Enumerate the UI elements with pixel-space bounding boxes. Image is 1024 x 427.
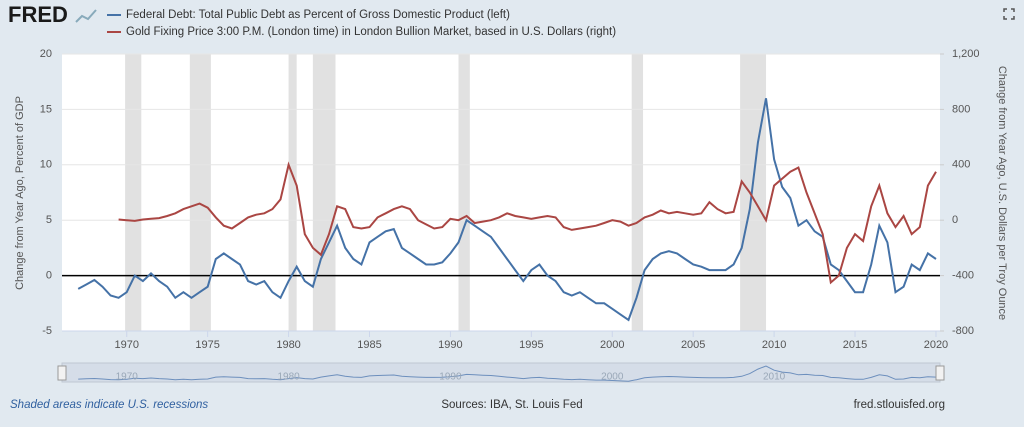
navigator-tick-label: 1970 — [116, 372, 139, 383]
x-tick-label: 1990 — [438, 339, 462, 351]
x-tick-label: 1970 — [114, 339, 138, 351]
x-tick-label: 2020 — [924, 339, 948, 351]
y-tick-label: 0 — [46, 270, 52, 282]
x-tick-label: 2005 — [681, 339, 705, 351]
navigator-handle[interactable] — [57, 365, 67, 381]
recession-band — [189, 54, 211, 331]
x-tick-label: 2015 — [843, 339, 867, 351]
y2-tick-label: 0 — [952, 214, 958, 226]
recession-note[interactable]: Shaded areas indicate U.S. recessions — [10, 399, 208, 411]
logo: FRED — [8, 2, 68, 27]
x-tick-label: 2010 — [762, 339, 786, 351]
navigator-tick-label: 2010 — [763, 372, 786, 383]
legend-label: Gold Fixing Price 3:00 P.M. (London time… — [126, 26, 616, 38]
navigator-tick-label: 2000 — [601, 372, 624, 383]
y-tick-label: 20 — [40, 48, 52, 60]
series-line — [118, 161, 937, 285]
y2-tick-label: 400 — [952, 159, 970, 171]
navigator-tick-label: 1990 — [439, 372, 462, 383]
logo-icon — [75, 9, 97, 23]
navigator-tick-label: 1980 — [277, 372, 300, 383]
recession-band — [631, 54, 644, 331]
x-tick-label: 1985 — [357, 339, 381, 351]
x-tick-label: 1995 — [519, 339, 543, 351]
recession-band — [288, 54, 297, 331]
y-tick-label: 5 — [46, 214, 52, 226]
x-tick-label: 2000 — [600, 339, 624, 351]
recession-band — [458, 54, 470, 331]
site-link[interactable]: fred.stlouisfed.org — [854, 399, 945, 411]
series-line — [77, 98, 937, 322]
recession-band — [125, 54, 142, 331]
x-tick-label: 1975 — [195, 339, 219, 351]
legend-label: Federal Debt: Total Public Debt as Perce… — [126, 9, 510, 21]
recession-band — [312, 54, 336, 331]
y-tick-label: 10 — [40, 159, 52, 171]
sources: Sources: IBA, St. Louis Fed — [441, 399, 582, 411]
y2-tick-label: -800 — [952, 325, 974, 337]
y2-axis-label: Change from Year Ago, U.S. Dollars per T… — [996, 66, 1008, 320]
fullscreen-icon[interactable] — [1003, 8, 1015, 20]
y2-tick-label: 800 — [952, 103, 970, 115]
y-tick-label: -5 — [42, 325, 52, 337]
navigator-series — [78, 365, 937, 382]
y2-tick-label: 1,200 — [952, 48, 980, 60]
y-axis-label: Change from Year Ago, Percent of GDP — [14, 96, 26, 290]
y-tick-label: 15 — [40, 103, 52, 115]
recession-band — [740, 54, 767, 331]
y2-tick-label: -400 — [952, 270, 974, 282]
x-tick-label: 1980 — [276, 339, 300, 351]
navigator-handle[interactable] — [935, 365, 945, 381]
